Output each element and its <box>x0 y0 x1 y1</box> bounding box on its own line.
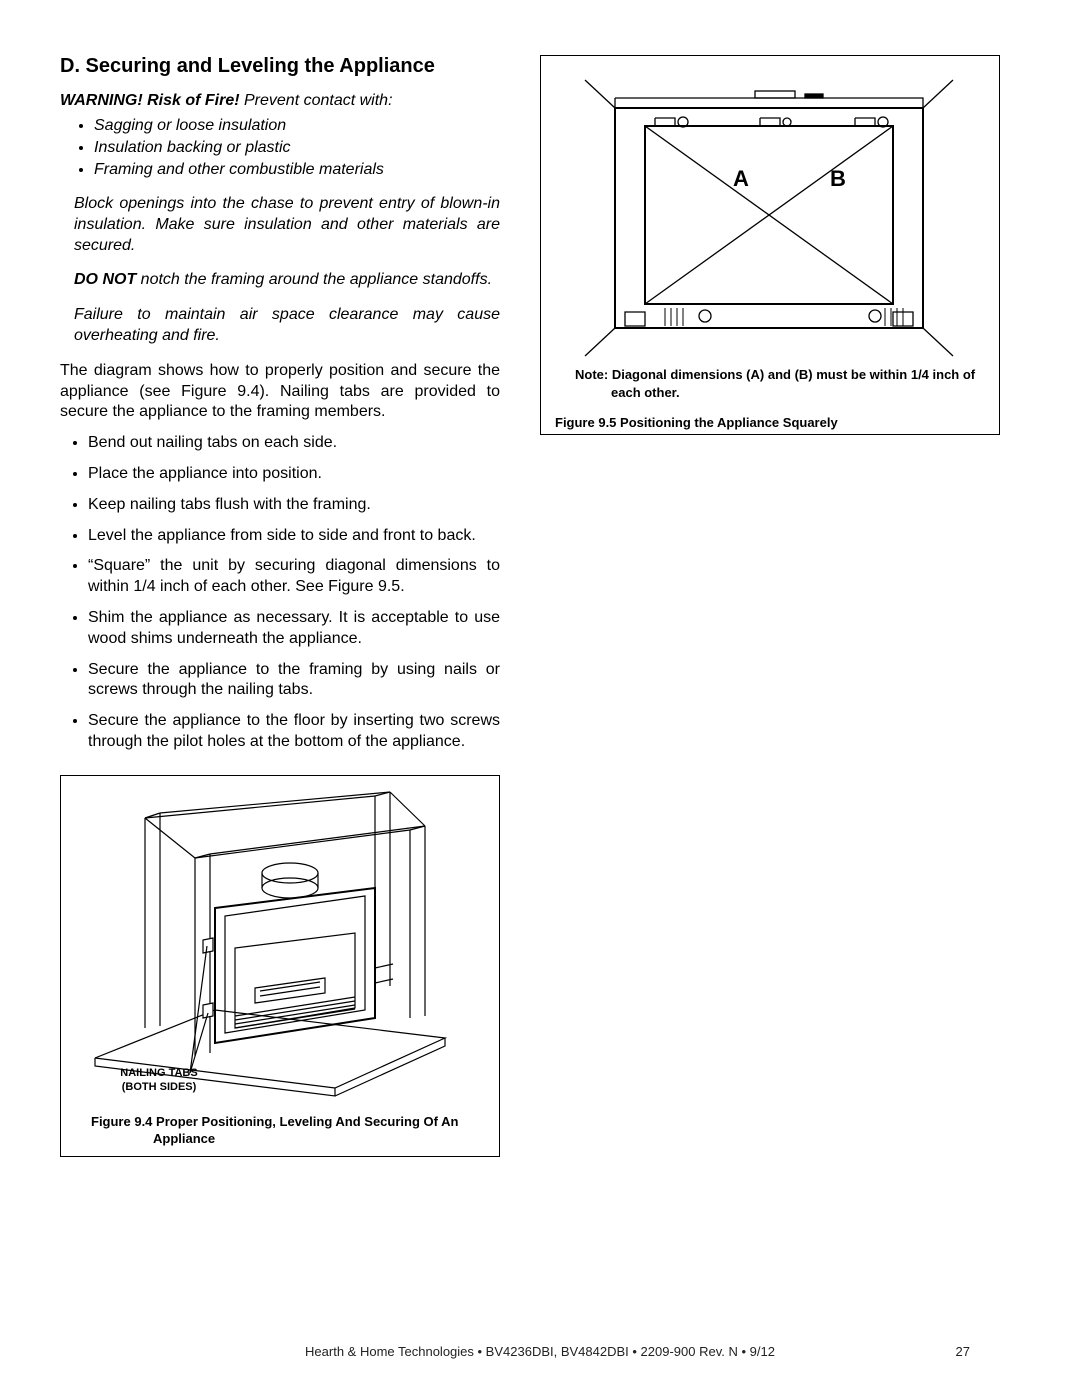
step-item: Shim the appliance as necessary. It is a… <box>88 608 500 650</box>
italic-para: Block openings into the chase to prevent… <box>60 194 500 256</box>
warn-item: Insulation backing or plastic <box>94 138 500 158</box>
warn-item: Framing and other combustible materials <box>94 160 500 180</box>
step-item: Keep nailing tabs flush with the framing… <box>88 495 500 516</box>
italic-para: Failure to maintain air space clearance … <box>60 305 500 347</box>
warn-item: Sagging or loose insulation <box>94 116 500 136</box>
warning-bold: WARNING! Risk of Fire! <box>60 92 240 109</box>
figure-9-5-caption: Figure 9.5 Positioning the Appliance Squ… <box>555 415 985 432</box>
step-item: Secure the appliance to the floor by ins… <box>88 711 500 753</box>
section-title: D. Securing and Leveling the Appliance <box>60 55 500 78</box>
step-item: Secure the appliance to the framing by u… <box>88 660 500 702</box>
right-column: A B Note: Diagonal dimensions (A) and (B… <box>540 55 1000 1157</box>
step-item: Level the appliance from side to side an… <box>88 526 500 547</box>
nailing-tabs-label: NAILING TABS(BOTH SIDES) <box>109 1067 209 1093</box>
label-b: B <box>830 166 846 191</box>
figure-9-5: A B Note: Diagonal dimensions (A) and (B… <box>540 55 1000 435</box>
figure-9-4-diagram <box>75 788 483 1098</box>
left-column: D. Securing and Leveling the Appliance W… <box>60 55 500 1157</box>
page-number: 27 <box>956 1344 970 1359</box>
figure-9-5-note: Note: Diagonal dimensions (A) and (B) mu… <box>575 366 985 401</box>
figure-9-5-diagram: A B <box>555 68 983 358</box>
step-item: Bend out nailing tabs on each side. <box>88 433 500 454</box>
page-footer: Hearth & Home Technologies • BV4236DBI, … <box>0 1344 1080 1359</box>
warning-tail: Prevent contact with: <box>240 92 393 109</box>
warning-lead: WARNING! Risk of Fire! Prevent contact w… <box>60 92 500 110</box>
do-not-bold: DO NOT <box>74 271 136 288</box>
figure-9-4-caption: Figure 9.4 Proper Positioning, Leveling … <box>137 1114 485 1148</box>
figure-9-4: NAILING TABS(BOTH SIDES) Figure 9.4 Prop… <box>60 775 500 1157</box>
steps-list: Bend out nailing tabs on each side. Plac… <box>60 433 500 753</box>
step-item: “Square” the unit by securing diagonal d… <box>88 556 500 598</box>
italic-para: DO NOT notch the framing around the appl… <box>60 270 500 291</box>
warning-list: Sagging or loose insulation Insulation b… <box>60 116 500 180</box>
label-a: A <box>733 166 749 191</box>
body-para: The diagram shows how to properly positi… <box>60 361 500 423</box>
step-item: Place the appliance into position. <box>88 464 500 485</box>
